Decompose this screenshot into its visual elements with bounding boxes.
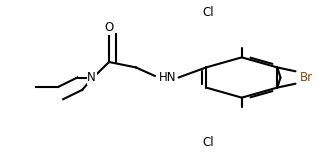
Text: N: N bbox=[87, 71, 96, 84]
Text: O: O bbox=[104, 21, 114, 34]
Text: Cl: Cl bbox=[203, 136, 214, 149]
Text: Cl: Cl bbox=[203, 6, 214, 19]
Text: HN: HN bbox=[159, 71, 176, 84]
Text: Br: Br bbox=[300, 71, 313, 84]
